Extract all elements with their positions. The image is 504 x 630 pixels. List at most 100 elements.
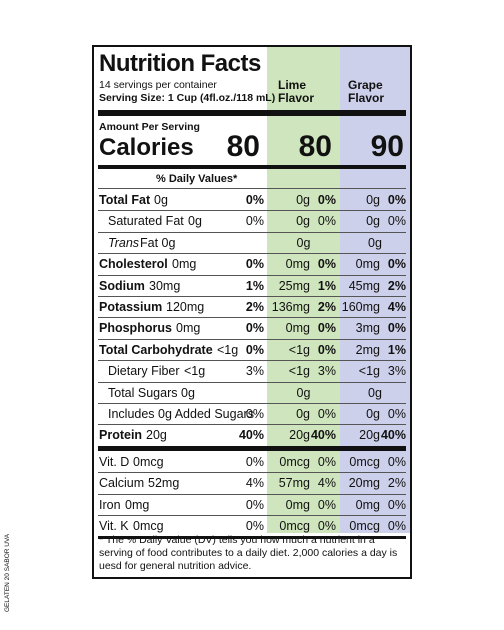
column-header: Lime Flavor xyxy=(278,78,315,105)
grape-dv: 0% xyxy=(387,407,406,421)
grape-amount: 0g xyxy=(366,214,380,229)
grape-dv: 0% xyxy=(387,257,406,272)
lime-dv: 3% xyxy=(317,364,336,379)
lime-dv: 0% xyxy=(317,214,336,229)
grape-dv: 1% xyxy=(387,342,406,357)
nutrient-name: Protein xyxy=(99,428,143,443)
grape-amount: 0g xyxy=(368,235,382,250)
lime-dv: 0% xyxy=(317,342,336,357)
daily-value: 0% xyxy=(245,519,264,533)
lime-amount: 136mg xyxy=(271,300,310,314)
grape-amount: 45mg xyxy=(348,278,380,293)
daily-value: 0% xyxy=(245,193,264,207)
rule xyxy=(98,231,406,233)
nutrient-amount: 0mg xyxy=(172,257,197,272)
lime-dv: 0% xyxy=(317,257,336,272)
nutrient-amount: 20g xyxy=(146,428,167,443)
lime-amount: 0g xyxy=(296,407,310,421)
amount-per-serving: Amount Per Serving xyxy=(99,121,200,133)
calories-value: 80 xyxy=(298,130,332,163)
nutrient-name: Cholesterol xyxy=(99,257,168,272)
nutrient-name: Potassium xyxy=(99,300,163,314)
lime-dv: 4% xyxy=(317,476,336,491)
nutrient-name: Total Sugars xyxy=(108,385,178,400)
dv-header: % Daily Values* xyxy=(156,173,238,185)
serving-size: Serving Size: 1 Cup (4fl.oz./118 mL) xyxy=(99,92,276,104)
servings: 14 servings per container xyxy=(99,79,217,91)
lime-dv: 2% xyxy=(317,300,336,314)
rule xyxy=(98,360,406,362)
grape-amount: 0mcg xyxy=(349,519,380,533)
grape-amount: 20g xyxy=(359,428,380,443)
lime-amount: 57mg xyxy=(278,476,310,491)
lime-amount: <1g xyxy=(288,364,310,379)
grape-amount: 0mg xyxy=(355,257,380,272)
nutrient-name: Saturated Fat xyxy=(108,214,184,229)
lime-amount: 0g xyxy=(296,214,310,229)
nutrient-amount: 52mg xyxy=(148,476,180,491)
grape-amount: 0mcg xyxy=(349,454,380,469)
rule xyxy=(98,296,406,297)
nutrient-name: Total Fat xyxy=(99,193,151,207)
lime-amount: 0mcg xyxy=(279,519,310,533)
lime-amount: 25mg xyxy=(278,278,310,293)
lime-amount: 0g xyxy=(296,235,311,250)
nutrient-amount: 0g xyxy=(188,214,202,229)
rule xyxy=(98,424,406,426)
grape-dv: 0% xyxy=(387,454,406,469)
grape-dv: 40% xyxy=(380,428,406,443)
lime-dv: 0% xyxy=(317,321,336,336)
grape-dv: 0% xyxy=(387,193,406,207)
grape-amount: 2mg xyxy=(355,342,380,357)
rule xyxy=(98,188,406,189)
nutrient-name: Phosphorus xyxy=(99,321,172,336)
lime-amount: 0mg xyxy=(285,497,310,512)
nutrient-amount: <1g xyxy=(184,364,206,379)
rule xyxy=(98,381,406,383)
grape-dv: 0% xyxy=(387,497,406,512)
thick-rule xyxy=(98,110,406,116)
calories-label: Calories xyxy=(99,134,194,161)
lime-amount: <1g xyxy=(288,342,310,357)
column-header: Grape Flavor xyxy=(348,78,385,105)
nutrition-label: Nutrition Facts 14 servings per containe… xyxy=(92,45,412,579)
rule xyxy=(98,317,406,319)
lime-dv: 0% xyxy=(317,407,336,421)
lime-dv: 0% xyxy=(317,193,336,207)
grape-amount: 0g xyxy=(368,385,382,400)
daily-value: 2% xyxy=(245,300,264,314)
nutrient-amount: 0mg xyxy=(125,497,150,512)
grape-dv: 4% xyxy=(387,300,406,314)
lime-amount: 0mg xyxy=(285,257,310,272)
footnote: * The % Daily Value (DV) tells you how m… xyxy=(99,534,398,572)
grape-amount: 0mg xyxy=(355,497,380,512)
rule xyxy=(98,274,406,276)
grape-dv: 3% xyxy=(387,364,406,379)
grape-column-bg xyxy=(340,47,410,533)
lime-dv: 40% xyxy=(310,428,336,443)
grape-dv: 2% xyxy=(387,278,406,293)
lime-amount: 0mcg xyxy=(279,454,310,469)
daily-value: 0% xyxy=(245,321,264,336)
grape-amount: 0g xyxy=(366,193,380,207)
medium-rule xyxy=(98,536,406,540)
lime-dv: 1% xyxy=(317,278,336,293)
rule xyxy=(98,515,406,516)
grape-amount: <1g xyxy=(358,364,380,379)
nutrient-name: Vit. K xyxy=(99,519,129,533)
side-text: GELATEN 20 SABOR UVA xyxy=(4,533,11,612)
nutrient-amount: 0mcg xyxy=(133,454,164,469)
daily-value: 0% xyxy=(245,454,264,469)
medium-rule xyxy=(98,165,406,169)
lime-column-bg xyxy=(267,47,340,533)
nutrient-name: Calcium xyxy=(99,476,145,491)
nutrient-amount: 30mg xyxy=(149,278,181,293)
calories-value: 80 xyxy=(226,130,260,163)
lime-dv: 0% xyxy=(317,454,336,469)
nutrient-amount: <1g xyxy=(217,342,239,357)
grape-dv: 0% xyxy=(387,214,406,229)
rule xyxy=(98,253,406,255)
daily-value: 40% xyxy=(238,428,264,443)
calories-value: 90 xyxy=(370,130,404,163)
